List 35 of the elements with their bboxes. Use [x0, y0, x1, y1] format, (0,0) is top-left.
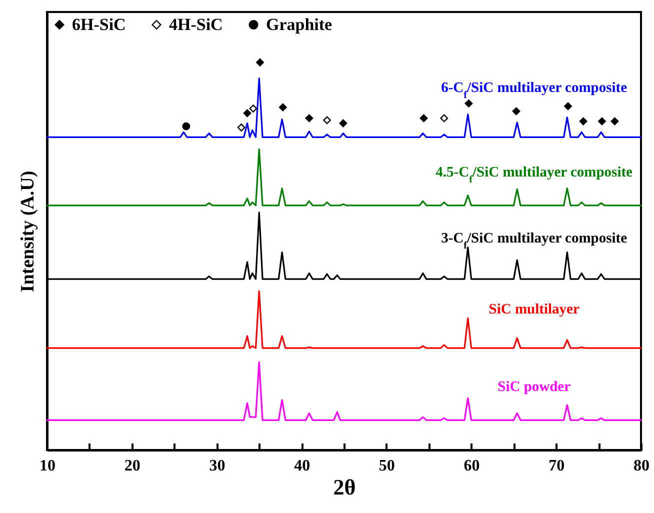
- point: [278, 103, 287, 112]
- point: [305, 114, 314, 122]
- point: [564, 102, 572, 110]
- x-tick-label: 30: [209, 458, 226, 474]
- legend-label: 4H-SiC: [169, 14, 223, 34]
- point: [440, 114, 448, 122]
- series-label: 4.5-C$_{f}$/SiC multilayer composite: [436, 164, 634, 185]
- legend-label: Graphite: [266, 14, 333, 34]
- point: [464, 100, 473, 108]
- point: [237, 124, 246, 132]
- x-axis-title: 2θ: [333, 474, 356, 500]
- point: [512, 107, 520, 116]
- point: [420, 114, 428, 122]
- point: [256, 58, 264, 66]
- x-tick-label: 40: [294, 458, 310, 474]
- point: [579, 117, 588, 126]
- series-label: SiC powder: [498, 379, 572, 396]
- point: [243, 109, 252, 118]
- point: [323, 116, 331, 124]
- point: [598, 117, 606, 126]
- point: [249, 104, 258, 112]
- x-tick-label: 70: [548, 458, 565, 474]
- x-tick-label: 80: [634, 458, 650, 474]
- x-tick-label: 50: [378, 458, 395, 474]
- series-label: SiC multilayer: [488, 302, 580, 318]
- point: [339, 119, 348, 128]
- text: 6-C$_{f}$/SiC multilayer composite: [441, 80, 628, 100]
- point: [182, 122, 190, 130]
- series-label: 3-C$_{f}$/SiC multilayer composite: [441, 230, 628, 252]
- legend-label: 6H-SiC: [72, 14, 126, 34]
- y-axis-title: Intensity (A.U): [18, 170, 38, 292]
- x-tick-label: 20: [124, 458, 140, 474]
- point: [610, 117, 619, 126]
- x-tick-label: 10: [40, 458, 56, 474]
- x-tick-label: 60: [464, 458, 480, 474]
